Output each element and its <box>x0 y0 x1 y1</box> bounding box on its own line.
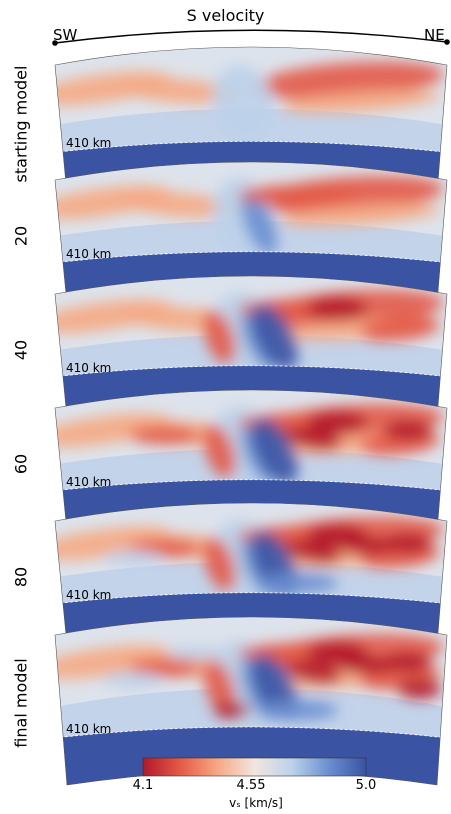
colorbar-tick-mid: 4.55 <box>236 778 266 793</box>
panel-label: 60 <box>11 453 31 474</box>
panel-label: 40 <box>11 339 31 360</box>
discontinuity-410-line <box>55 365 447 378</box>
depth-label-410: 410 km <box>66 360 112 375</box>
panel-label: final model <box>11 657 31 748</box>
colorbar-tick-max: 5.0 <box>355 778 377 793</box>
direction-label-ne: NE <box>424 26 445 44</box>
sw-endpoint-dot <box>52 40 58 46</box>
colorbar-tick-min: 4.1 <box>132 778 154 793</box>
colorbar-label: vₛ [km/s] <box>229 796 283 810</box>
discontinuity-410-line <box>55 251 447 264</box>
depth-label-410: 410 km <box>66 474 112 489</box>
depth-label-410: 410 km <box>66 246 112 261</box>
direction-label-sw: SW <box>53 26 78 44</box>
discontinuity-410-line <box>55 592 447 605</box>
discontinuity-410-line <box>55 479 447 492</box>
panel-label: starting model <box>11 65 31 182</box>
depth-label-410: 410 km <box>66 722 112 736</box>
colorbar <box>142 757 367 777</box>
ne-endpoint-dot <box>444 39 450 45</box>
depth-label-410: 410 km <box>66 587 112 602</box>
depth-label-410: 410 km <box>66 136 112 151</box>
figure-title: S velocity <box>186 6 265 25</box>
discontinuity-410-line <box>55 141 447 153</box>
direction-arc <box>54 29 448 44</box>
panel-label: 80 <box>11 566 31 587</box>
panel-label: 20 <box>11 225 31 246</box>
discontinuity-410-line <box>55 726 447 739</box>
